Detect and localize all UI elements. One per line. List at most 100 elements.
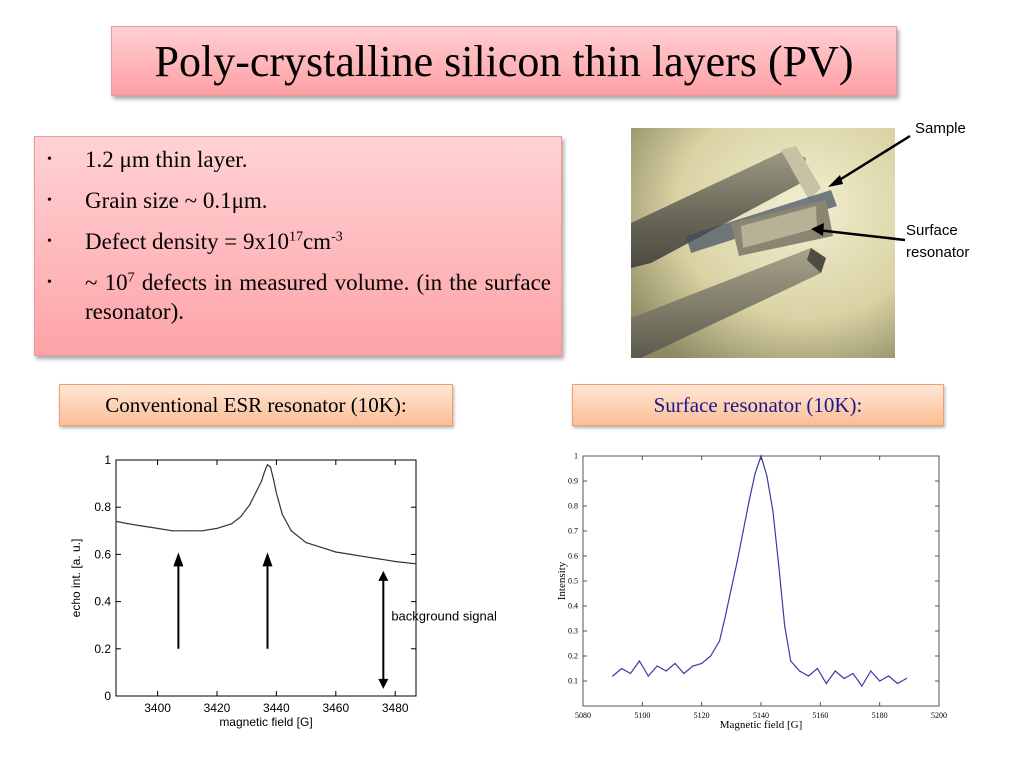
data-point [638,660,640,662]
data-point [364,556,367,558]
data-point [748,500,750,502]
data-point [736,560,738,562]
y-tick-label: 0.6 [94,547,111,561]
background-signal-annotation: background signal [391,608,497,623]
bullet-text: Defect density = 9x1017cm-3 [85,229,343,254]
data-point [612,675,614,677]
y-tick-label: 0.2 [568,652,578,661]
y-tick-label: 1 [104,453,111,467]
data-point [335,551,337,553]
y-tick-label: 0.6 [568,552,578,561]
y-tick-label: 0.7 [568,527,578,536]
data-point [718,640,721,642]
data-point [240,516,242,518]
series-line [612,454,907,688]
data-point [709,655,712,657]
data-point [201,530,203,532]
bullet-dot-icon: • [47,234,52,249]
y-tick-label: 0 [104,689,111,703]
data-point [142,525,144,527]
arrow-head-icon [262,552,273,567]
y-tick-label: 0.4 [568,602,578,611]
data-point [629,672,632,675]
bullet-text: 1.2 μm thin layer. [85,147,248,172]
arrow-head-icon [378,678,389,689]
data-point [620,667,623,670]
data-point [825,682,827,685]
y-tick-label: 0.5 [568,577,578,586]
x-tick-label: 5180 [872,711,888,720]
bullet-item: • Defect density = 9x1017cm-3 [45,227,551,256]
slide-title-box: Poly-crystalline silicon thin layers (PV… [111,26,897,96]
data-point [115,520,117,522]
y-tick-label: 0.9 [568,477,578,486]
arrow-head-icon [378,570,389,581]
y-tick-label: 0.8 [94,500,111,514]
x-tick-label: 5160 [812,711,828,720]
bullet-text: ~ 107 defects in measured volume. (in th… [85,270,551,324]
surface-resonator-title: Surface resonator (10K): [653,392,863,417]
data-point [742,530,744,532]
y-tick-label: 1 [574,452,578,461]
x-tick-label: 3420 [204,701,231,715]
surface-resonator-chart: 5080 5100 5120 5140 5160 5180 5200 0.1 0.2 0.3 0.4… [556,452,947,731]
data-point [263,471,266,473]
data-point [852,672,854,675]
x-tick-label: 5120 [694,711,710,720]
y-axis-label: echo int. [a. u.] [69,539,83,618]
conventional-esr-chart: 3400 3420 3440 3460 3480 0 0.2 0.4 0.6 0.8 1 magnet… [69,453,497,729]
x-axis-label: magnetic field [G] [219,715,312,729]
data-point [320,546,322,548]
conventional-resonator-label-box: Conventional ESR resonator (10K): [59,384,453,426]
data-point [766,475,768,477]
data-point [305,542,307,544]
photo-annotation-arrows [811,134,911,242]
data-point [798,670,801,672]
sample-label: Sample [915,120,966,137]
data-point [701,662,703,665]
data-point [879,680,881,682]
x-tick-label: 3460 [322,701,349,715]
y-tick-label: 0.8 [568,502,578,511]
data-point [887,675,890,677]
bullet-item: • Grain size ~ 0.1μm. [45,186,551,215]
data-point [861,685,863,687]
x-tick-label: 3480 [382,701,409,715]
surface-resonator-label: Surface resonator [906,222,970,261]
data-point [186,530,188,532]
plot-frame [115,459,417,697]
data-point [656,665,658,667]
data-point [379,558,381,560]
data-point [834,670,836,672]
bullet-dot-icon: • [47,193,52,208]
arrow-head-icon [173,552,184,567]
data-point [778,565,780,567]
x-tick-label: 3440 [263,701,290,715]
x-tick-label: 5200 [931,711,947,720]
x-axis-label: Magnetic field [G] [720,719,802,731]
bullet-item: • ~ 107 defects in measured volume. (in … [45,268,551,326]
data-point [870,670,872,672]
y-axis-label: Intensity [556,561,568,600]
data-point [156,527,159,530]
data-point [127,523,129,525]
data-point [754,472,756,475]
data-point [394,560,396,563]
x-tick-label: 3400 [144,701,171,715]
y-tick-label: 0.4 [94,595,111,609]
surface-resonator-title-box: Surface resonator (10K): [572,384,944,426]
data-point [784,625,786,627]
bullet-list-box: • 1.2 μm thin layer. • Grain size ~ 0.1μ… [34,136,562,356]
series-line [115,463,417,565]
data-point [647,675,649,677]
slide-title: Poly-crystalline silicon thin layers (PV… [154,36,854,86]
data-point [843,677,845,680]
data-point [171,530,174,532]
data-point [730,587,732,590]
conventional-resonator-label: Conventional ESR resonator (10K): [105,392,407,417]
bullet-dot-icon: • [47,275,52,290]
data-point [350,553,352,555]
data-point [674,662,676,665]
data-point [415,563,417,565]
data-point [665,670,667,672]
